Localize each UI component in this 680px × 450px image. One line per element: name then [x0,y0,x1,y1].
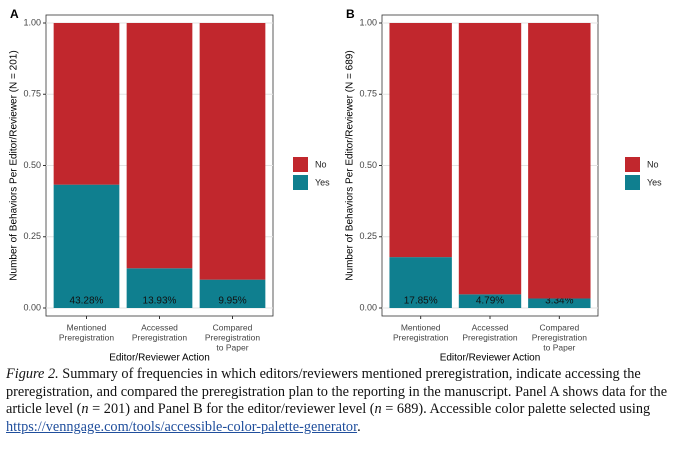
x-axis-label: Editor/Reviewer Action [440,353,541,364]
y-axis-label: Number of Behaviors Per Editor/Reviewer … [9,50,20,280]
caption-link[interactable]: https://venngage.com/tools/accessible-co… [6,418,358,435]
x-tick-label: Preregistration [462,332,518,342]
bar-segment [389,23,452,258]
y-tick-label: 1.00 [359,17,377,27]
x-tick-label: Preregistration [132,332,188,342]
bar-segment [199,279,266,308]
value-label: 17.85% [404,296,438,307]
bar-segment [458,294,522,308]
legend-key [293,175,308,190]
x-tick-label: to Paper [543,342,575,352]
y-tick-label: 0.75 [23,89,41,99]
bar-segment [199,23,266,280]
caption-text: . [357,418,361,435]
x-tick-label: Preregistration [532,332,588,342]
legend-label: No [647,159,659,169]
x-tick-label: Accessed [141,322,178,332]
x-axis-label: Editor/Reviewer Action [109,353,210,364]
legend-key [625,157,640,172]
y-axis-label: Number of Behaviors Per Editor/Reviewer … [345,50,356,280]
bar-segment [389,257,452,308]
y-tick-label: 1.00 [23,17,41,27]
x-tick-label: to Paper [216,342,248,352]
caption: Figure 2. Summary of frequencies in whic… [6,366,674,436]
legend-label: No [315,159,327,169]
legend-key [625,175,640,190]
x-tick-label: Mentioned [67,322,107,332]
bar-segment [53,23,120,185]
x-tick-label: Compared [213,322,253,332]
y-tick-label: 0.25 [23,231,41,241]
caption-n: n [81,401,89,417]
caption-text: = 201) and Panel B for the editor/review… [88,401,375,417]
bar-segment [458,23,522,295]
y-tick-label: 0.50 [359,160,377,170]
value-label: 4.79% [476,296,504,307]
caption-text: = 689). Accessible color palette selecte… [381,401,651,417]
value-label: 9.95% [218,296,246,307]
legend-label: Yes [315,177,330,187]
bar-segment [528,298,591,308]
figure: A Number of Behaviors Per Editor/Reviewer… [9,7,663,364]
bar-segment [53,184,120,308]
bar-segment [126,23,193,269]
x-tick-label: Accessed [472,322,509,332]
caption-text: Summary of frequencies in which editors/… [6,366,668,417]
y-tick-label: 0.00 [23,302,41,312]
legend-key [293,157,308,172]
caption-label: Figure 2. [6,366,59,382]
legend-label: Yes [647,177,662,187]
bar-segment [126,268,193,308]
value-label: 3.34% [545,296,573,307]
value-label: 43.28% [70,296,104,307]
y-tick-label: 0.25 [359,231,377,241]
y-tick-label: 0.00 [359,302,377,312]
y-tick-label: 0.75 [359,89,377,99]
panel-label: A [10,7,19,21]
x-tick-label: Mentioned [401,322,441,332]
y-tick-label: 0.50 [23,160,41,170]
panel-label: B [346,7,355,21]
caption-n: n [374,401,382,417]
value-label: 13.93% [143,296,177,307]
x-tick-label: Preregistration [205,332,261,342]
x-tick-label: Preregistration [59,332,115,342]
x-tick-label: Preregistration [393,332,449,342]
bar-segment [528,23,591,299]
x-tick-label: Compared [539,322,579,332]
